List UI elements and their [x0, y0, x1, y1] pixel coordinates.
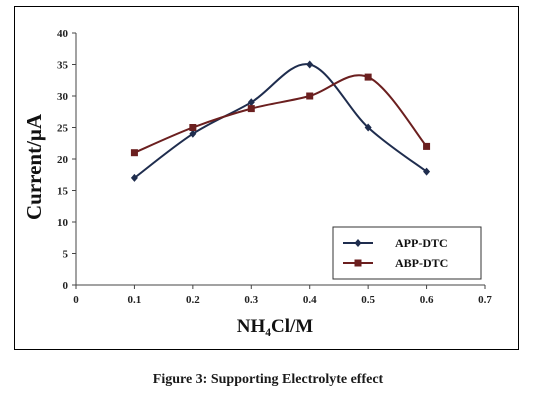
- data-point: [423, 167, 431, 176]
- y-tick-label: 30: [57, 91, 69, 103]
- data-point: [306, 92, 314, 100]
- series-line-abp-dtc: [134, 74, 428, 154]
- data-point: [364, 73, 372, 81]
- legend-item: APP-DTC: [343, 236, 448, 250]
- y-tick-label: 15: [57, 186, 69, 198]
- data-point: [364, 123, 372, 132]
- series-app-dtc: [130, 60, 431, 182]
- series-abp-dtc: [130, 73, 431, 157]
- chart-ticks: 0 5 10 15 20 25 30 35 40 0 0.1 0.2 0.3 0.4 0.5 0.6 0.7: [57, 28, 492, 306]
- y-tick-label: 20: [57, 154, 69, 166]
- legend-label: ABP-DTC: [395, 256, 448, 270]
- data-point: [423, 142, 431, 150]
- y-tick-label: 35: [57, 60, 69, 72]
- data-point: [130, 173, 138, 182]
- figure-caption: Figure 3: Supporting Electrolyte effect: [152, 372, 384, 387]
- data-point: [189, 129, 197, 138]
- x-tick-label: 0.5: [361, 294, 375, 306]
- chart-series: [130, 60, 431, 182]
- y-tick-label: 10: [57, 217, 69, 229]
- y-axis-label: Current/μA: [22, 113, 46, 220]
- legend-swatch-marker: [354, 239, 362, 247]
- legend-item: ABP-DTC: [343, 256, 448, 270]
- chart-legend: APP-DTC ABP-DTC: [332, 226, 482, 280]
- line-chart: 0 5 10 15 20 25 30 35 40 0 0.1 0.2 0.3 0.4 0.5 0.6 0.7 N…: [22, 28, 492, 337]
- x-tick-label: 0.2: [186, 294, 200, 306]
- y-tick-label: 25: [57, 123, 69, 135]
- x-tick-label: 0: [73, 294, 79, 306]
- series-line-app-dtc: [133, 63, 428, 179]
- y-tick-label: 40: [57, 28, 69, 40]
- legend-swatch-marker: [354, 259, 362, 267]
- data-point: [247, 105, 255, 113]
- x-axis-label: NH₄Cl/M: [237, 316, 313, 337]
- data-point: [306, 60, 314, 69]
- x-tick-label: 0.4: [303, 294, 317, 306]
- x-tick-label: 0.7: [478, 294, 492, 306]
- legend-box: [332, 226, 482, 280]
- x-tick-label: 0.3: [244, 294, 258, 306]
- data-point: [247, 98, 255, 107]
- legend-label: APP-DTC: [395, 236, 448, 250]
- chart-frame: 0 5 10 15 20 25 30 35 40 0 0.1 0.2 0.3 0.4 0.5 0.6 0.7 N…: [14, 6, 519, 350]
- data-point: [130, 149, 138, 157]
- x-tick-label: 0.6: [420, 294, 434, 306]
- y-tick-label: 5: [63, 249, 69, 261]
- x-tick-label: 0.1: [128, 294, 142, 306]
- data-point: [189, 124, 197, 131]
- y-tick-label: 0: [63, 280, 69, 292]
